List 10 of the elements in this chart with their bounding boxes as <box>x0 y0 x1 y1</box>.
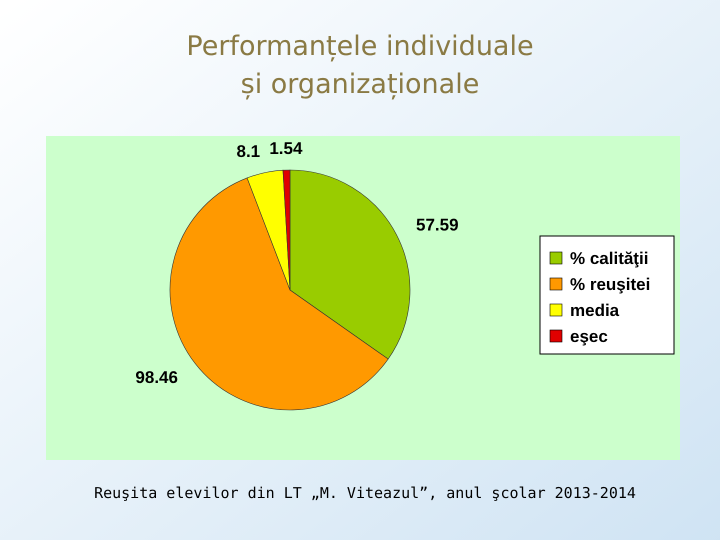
legend-label: eşec <box>570 327 608 346</box>
chart-title: Performanțele individuale și organizaționale <box>186 31 534 100</box>
legend-label: % reuşitei <box>570 275 650 294</box>
legend-label: % calităţii <box>570 249 648 268</box>
data-label: 8.1 <box>236 142 260 162</box>
data-label: 1.54 <box>269 139 303 158</box>
legend-label: media <box>570 301 620 320</box>
data-label: 98.46 <box>135 368 178 388</box>
data-label: 57.59 <box>416 216 459 235</box>
text: Reuşita elevilor din LT „M. Viteazul”, anul şcolar 2013-2014 <box>94 484 636 502</box>
